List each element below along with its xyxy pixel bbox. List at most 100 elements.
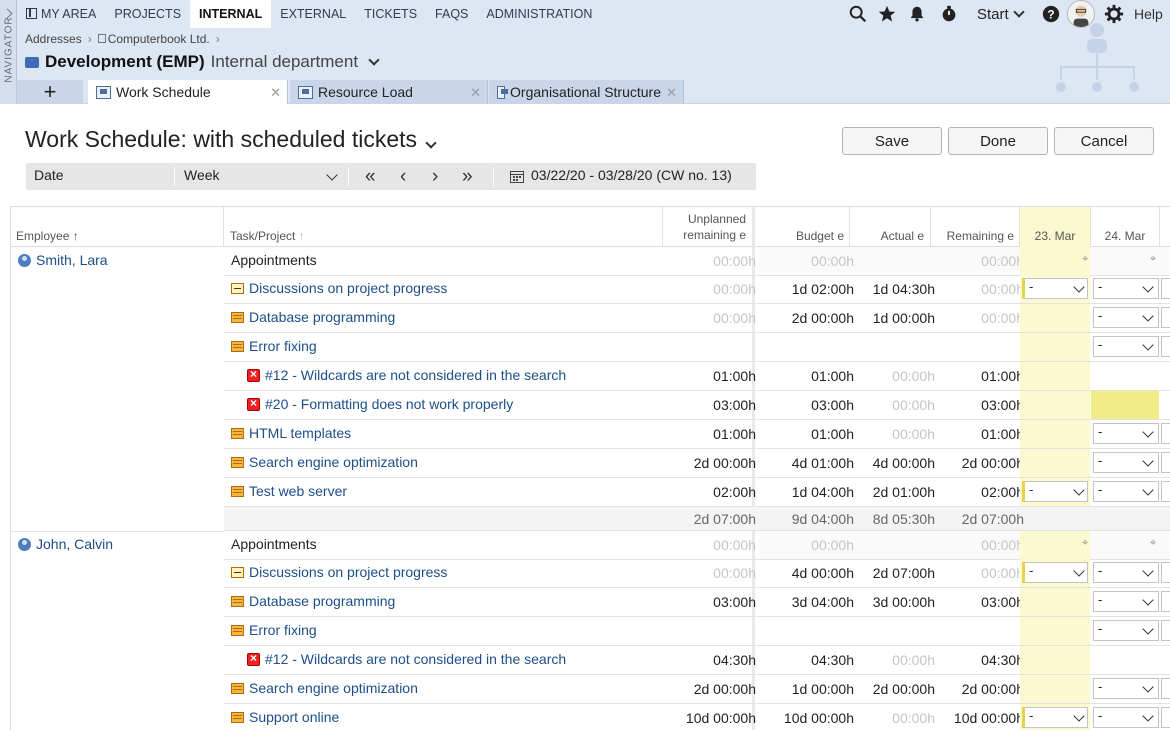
day-select-23-mar[interactable]: - <box>1022 278 1088 299</box>
nav-tickets[interactable]: TICKETS <box>355 0 426 28</box>
task-cell[interactable]: Discussions on project progress <box>231 280 447 296</box>
table-row[interactable]: Search engine optimization 2d 00:00h 1d 00… <box>224 675 1170 704</box>
day-select-25-mar[interactable] <box>1161 591 1170 612</box>
table-row[interactable]: HTML templates 01:00h 01:00h 00:00h 01:00h - <box>224 420 1170 449</box>
day-cell-23-mar[interactable] <box>1020 617 1090 645</box>
day-select-25-mar[interactable] <box>1161 423 1170 444</box>
day-select-24-mar[interactable]: - <box>1093 307 1159 328</box>
start-menu[interactable]: Start <box>977 4 1027 24</box>
col-unplanned[interactable]: Unplanned remaining e <box>666 212 746 242</box>
navigator-strip[interactable]: NAVIGATOR <box>0 0 17 104</box>
table-row[interactable]: #12 - Wildcards are not considered in th… <box>224 362 1170 391</box>
col-employee[interactable]: Employee ↑ <box>16 229 79 243</box>
col-day-24-mar[interactable]: 24. Mar <box>1104 229 1146 243</box>
day-select-24-mar[interactable]: - <box>1093 423 1159 444</box>
col-day-23-mar[interactable]: 23. Mar <box>1020 207 1090 247</box>
task-cell[interactable]: Appointments <box>231 252 317 268</box>
tab-resource-load[interactable]: Resource Load ✕ <box>290 80 488 104</box>
settings-gear-icon[interactable] <box>1103 4 1125 24</box>
close-icon[interactable]: ✕ <box>470 85 481 100</box>
avatar[interactable] <box>1067 0 1095 28</box>
breadcrumb-addresses[interactable]: Addresses <box>25 32 82 46</box>
next-period-icon[interactable]: › <box>432 166 439 187</box>
day-select-25-mar[interactable] <box>1161 307 1170 328</box>
add-appointment-icon[interactable]: ⌖ <box>1082 537 1089 549</box>
day-select-25-mar[interactable] <box>1161 562 1170 583</box>
day-cell-23-mar[interactable] <box>1020 333 1090 361</box>
task-cell[interactable]: HTML templates <box>231 425 351 441</box>
save-button[interactable]: Save <box>842 127 942 155</box>
calendar-icon[interactable] <box>510 170 524 183</box>
task-cell[interactable]: Support online <box>231 709 339 725</box>
day-cell-23-mar[interactable] <box>1020 304 1090 332</box>
task-cell[interactable]: Search engine optimization <box>231 454 418 470</box>
period-select[interactable]: Week <box>176 163 346 190</box>
day-select-25-mar[interactable] <box>1161 452 1170 473</box>
task-cell[interactable]: #12 - Wildcards are not considered in th… <box>231 367 566 383</box>
day-cell-23-mar[interactable] <box>1020 588 1090 616</box>
help-link[interactable]: Help <box>1134 6 1163 22</box>
table-row[interactable]: Appointments 00:00h 00:00h 00:00h ⌖ ⌖ <box>224 531 1170 560</box>
task-cell[interactable]: Search engine optimization <box>231 680 418 696</box>
col-actual[interactable]: Actual e <box>880 229 924 243</box>
table-row[interactable]: Discussions on project progress 00:00h 1d … <box>224 275 1170 304</box>
date-range[interactable]: 03/22/20 - 03/28/20 (CW no. 13) <box>531 167 732 183</box>
task-cell[interactable]: Error fixing <box>231 338 317 354</box>
employee-name[interactable]: John, Calvin <box>18 536 113 552</box>
favorites-star-icon[interactable] <box>876 4 898 24</box>
day-select-24-mar[interactable]: - <box>1093 336 1159 357</box>
date-field-label[interactable]: Date <box>34 167 64 183</box>
add-appointment-icon[interactable]: ⌖ <box>1082 253 1089 265</box>
day-select-24-mar[interactable]: - <box>1093 562 1159 583</box>
table-row[interactable]: #20 - Formatting does not work properly 0… <box>224 391 1170 420</box>
col-task[interactable]: Task/Project ↑ <box>230 229 305 243</box>
task-cell[interactable]: Database programming <box>231 593 395 609</box>
table-row[interactable]: Error fixing - <box>224 617 1170 646</box>
day-select-24-mar[interactable]: - <box>1093 481 1159 502</box>
table-row[interactable]: Support online 10d 00:00h 10d 00:00h 00:00h… <box>224 704 1170 730</box>
add-appointment-icon[interactable]: ⌖ <box>1150 253 1157 265</box>
done-button[interactable]: Done <box>948 127 1048 155</box>
nav-projects[interactable]: PROJECTS <box>105 0 190 28</box>
view-title[interactable]: Work Schedule: with scheduled tickets <box>25 126 439 153</box>
task-cell[interactable]: Test web server <box>231 483 347 499</box>
task-cell[interactable]: Appointments <box>231 536 317 552</box>
notifications-bell-icon[interactable] <box>906 4 928 24</box>
table-row[interactable]: Search engine optimization 2d 00:00h 4d 01… <box>224 449 1170 478</box>
day-select-24-mar[interactable]: - <box>1093 678 1159 699</box>
day-select-23-mar[interactable]: - <box>1022 707 1088 728</box>
day-select-25-mar[interactable] <box>1161 620 1170 641</box>
previous-period-icon[interactable]: ‹ <box>400 166 407 187</box>
last-period-icon[interactable]: » <box>462 166 473 187</box>
table-row[interactable]: Discussions on project progress 00:00h 4d … <box>224 559 1170 588</box>
day-select-25-mar[interactable] <box>1161 481 1170 502</box>
day-cell-23-mar[interactable] <box>1020 531 1090 559</box>
first-period-icon[interactable]: « <box>365 166 376 187</box>
table-row[interactable]: #12 - Wildcards are not considered in th… <box>224 646 1170 675</box>
day-cell-23-mar[interactable] <box>1020 391 1090 419</box>
day-cell-23-mar[interactable] <box>1020 362 1090 390</box>
close-icon[interactable]: ✕ <box>666 85 677 100</box>
nav-internal[interactable]: INTERNAL <box>190 0 272 28</box>
task-cell[interactable]: #12 - Wildcards are not considered in th… <box>231 651 566 667</box>
employee-name[interactable]: Smith, Lara <box>18 252 108 268</box>
col-budget[interactable]: Budget e <box>795 229 844 243</box>
add-appointment-icon[interactable]: ⌖ <box>1150 537 1157 549</box>
day-select-24-mar[interactable]: - <box>1093 591 1159 612</box>
task-cell[interactable]: Database programming <box>231 309 395 325</box>
day-cell-24-mar[interactable] <box>1091 391 1159 419</box>
day-cell-23-mar[interactable] <box>1020 449 1090 477</box>
search-icon[interactable] <box>847 4 869 24</box>
table-row[interactable]: Test web server 02:00h 1d 04:00h 2d 01:00h 0… <box>224 478 1170 507</box>
page-title[interactable]: Development (EMP) Internal department <box>25 52 382 72</box>
tab-organisational-structure[interactable]: Organisational Structure ✕ <box>489 80 684 104</box>
day-cell-23-mar[interactable] <box>1020 420 1090 448</box>
timer-icon[interactable] <box>938 4 960 24</box>
nav-administration[interactable]: ADMINISTRATION <box>477 0 601 28</box>
add-tab-button[interactable]: + <box>17 79 83 104</box>
col-remaining[interactable]: Remaining e <box>946 229 1014 243</box>
day-select-24-mar[interactable]: - <box>1093 452 1159 473</box>
close-icon[interactable]: ✕ <box>270 85 281 100</box>
table-row[interactable]: Database programming 00:00h 2d 00:00h 1d 00… <box>224 304 1170 333</box>
task-cell[interactable]: #20 - Formatting does not work properly <box>231 396 513 412</box>
